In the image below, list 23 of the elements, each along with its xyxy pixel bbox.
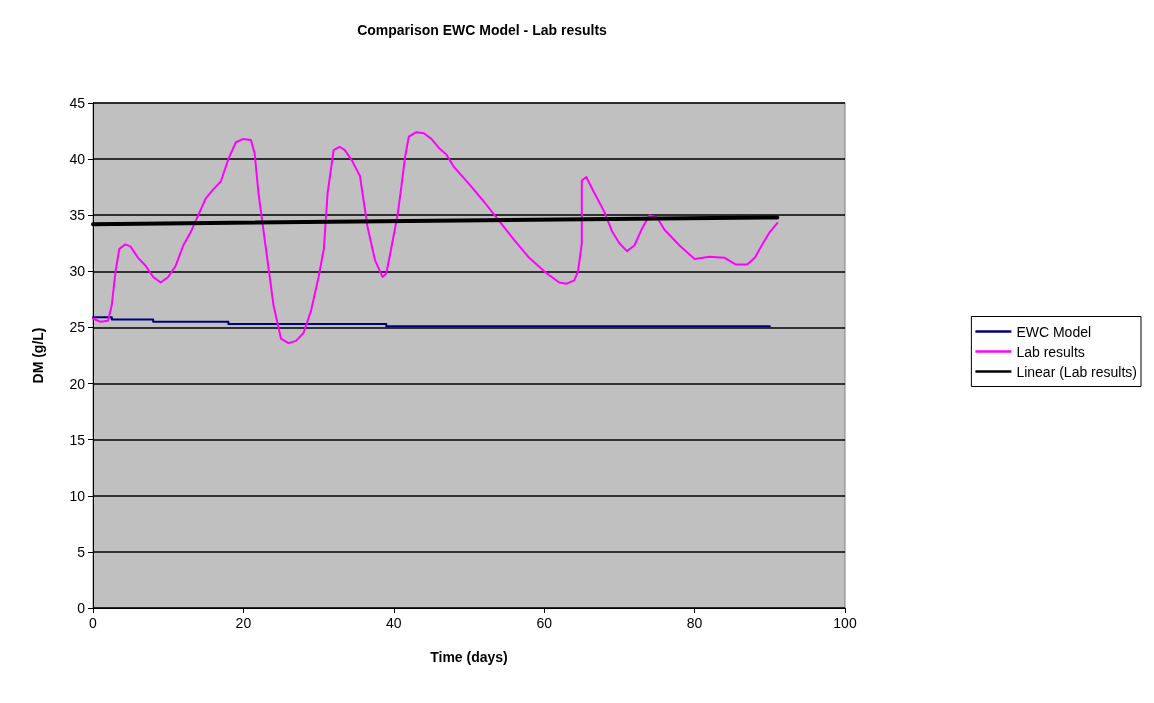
x-tick-label: 20 [235,615,252,631]
chart-title: Comparison EWC Model - Lab results [357,22,608,38]
y-tick-label: 35 [69,207,86,224]
x-tick-label: 80 [686,615,703,631]
y-tick-label: 0 [77,600,86,616]
x-tick-label: 0 [89,615,98,631]
legend-label: Linear (Lab results) [1016,363,1138,380]
y-tick-label: 25 [69,319,86,336]
y-tick-label: 45 [69,95,86,111]
x-tick-label: 40 [386,615,402,631]
y-tick-label: 20 [69,375,86,392]
x-axis-title: Time (days) [430,649,508,665]
x-tick-label: 60 [536,615,553,631]
y-tick-label: 10 [69,487,86,504]
y-tick-label: 30 [69,263,86,280]
y-axis-title: DM (g/L) [30,327,46,384]
legend-label: EWC Model [1016,323,1092,340]
y-tick-label: 40 [69,151,86,168]
line-series [92,131,779,345]
y-tick-label: 15 [69,431,86,448]
legend-label: Lab results [1016,343,1085,360]
y-tick-label: 5 [77,543,86,560]
x-tick-label: 100 [833,615,857,631]
